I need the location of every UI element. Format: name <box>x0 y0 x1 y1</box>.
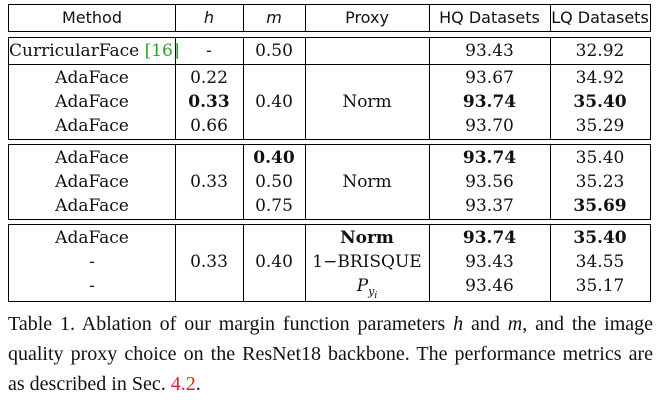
m-cell: 0.40 <box>255 252 293 272</box>
h-cell: 0.33 <box>190 172 228 192</box>
header-proxy: Proxy <box>345 8 389 27</box>
table-row: AdaFace 0.33 0.50 Norm 93.56 35.23 <box>9 170 650 194</box>
method-cell: AdaFace <box>55 172 129 192</box>
proxy-cell: Norm <box>342 172 392 192</box>
header-method: Method <box>61 8 122 27</box>
h-cell: 0.33 <box>188 92 230 112</box>
proxy-cell: Pyi <box>356 276 378 302</box>
method-cell: AdaFace <box>55 68 129 88</box>
header-h: h <box>203 8 215 27</box>
method-cell: AdaFace <box>55 92 129 112</box>
method-cell: CurricularFace [16] <box>9 41 180 61</box>
m-cell: 0.50 <box>255 172 293 192</box>
table-caption: Table 1. Ablation of our margin function… <box>8 313 654 395</box>
hq-cell: 93.70 <box>465 116 514 136</box>
m-cell: 0.50 <box>255 41 293 61</box>
lq-cell: 35.17 <box>575 276 625 296</box>
table-row: AdaFace 0.40 93.74 35.40 <box>9 146 650 170</box>
table-group-h: AdaFace 0.22 93.67 34.92 AdaFace 0.33 0.… <box>8 64 651 140</box>
h-cell: 0.22 <box>190 68 228 88</box>
m-cell: 0.75 <box>255 196 293 216</box>
lq-cell: 34.55 <box>575 252 625 272</box>
hq-cell: 93.74 <box>462 148 517 168</box>
header-lq: LQ Datasets <box>551 8 649 27</box>
lq-cell: 35.23 <box>575 172 625 192</box>
m-cell: 0.40 <box>255 92 293 112</box>
method-cell: - <box>89 276 95 296</box>
method-cell: AdaFace <box>55 228 129 248</box>
method-cell: AdaFace <box>55 148 129 168</box>
lq-cell: 32.92 <box>575 41 625 61</box>
table-group-baseline: CurricularFace [16] - 0.50 93.43 32.92 <box>8 37 651 65</box>
method-cell: AdaFace <box>55 116 129 136</box>
table-row: - 0.33 0.40 1−BRISQUE 93.43 34.55 <box>9 250 650 274</box>
table-row: AdaFace 0.75 93.37 35.69 <box>9 194 650 218</box>
lq-cell: 35.40 <box>575 148 625 168</box>
m-cell: 0.40 <box>253 148 295 168</box>
table-group-m: AdaFace 0.40 93.74 35.40 AdaFace 0.33 0.… <box>8 144 651 220</box>
proxy-cell: Norm <box>340 228 394 248</box>
hq-cell: 93.74 <box>462 92 517 112</box>
table-row: AdaFace 0.22 93.67 34.92 <box>9 66 650 90</box>
table-row: CurricularFace [16] - 0.50 93.43 32.92 <box>9 39 650 63</box>
hq-cell: 93.67 <box>465 68 514 88</box>
lq-cell: 35.40 <box>573 228 627 248</box>
h-cell: 0.66 <box>190 116 228 136</box>
proxy-cell <box>305 39 429 63</box>
table-group-proxy: AdaFace Norm 93.74 35.40 - 0.33 0.40 1−B… <box>8 224 651 302</box>
header-m: m <box>266 8 282 27</box>
table-header: Method h m Proxy HQ Datasets LQ Datasets <box>8 4 651 32</box>
hq-cell: 93.43 <box>465 252 514 272</box>
lq-cell: 34.92 <box>575 68 625 88</box>
table-row: - Pyi 93.46 35.17 <box>9 274 650 302</box>
h-cell: - <box>206 41 212 61</box>
table-row: AdaFace Norm 93.74 35.40 <box>9 226 650 250</box>
header-hq: HQ Datasets <box>439 8 540 27</box>
lq-cell: 35.40 <box>573 92 627 112</box>
lq-cell: 35.29 <box>575 116 625 136</box>
section-ref-link[interactable]: 4.2 <box>170 373 196 395</box>
proxy-cell: 1−BRISQUE <box>312 252 422 272</box>
hq-cell: 93.43 <box>465 41 514 61</box>
hq-cell: 93.46 <box>465 276 514 296</box>
table-row: AdaFace 0.33 0.40 Norm 93.74 35.40 <box>9 90 650 114</box>
proxy-cell: Norm <box>342 92 392 112</box>
hq-cell: 93.74 <box>462 228 517 248</box>
h-cell: 0.33 <box>190 252 228 272</box>
lq-cell: 35.69 <box>573 196 627 216</box>
method-cell: - <box>89 252 95 272</box>
citation-link[interactable]: [16] <box>144 41 180 61</box>
table-row: AdaFace 0.66 93.70 35.29 <box>9 114 650 138</box>
hq-cell: 93.37 <box>465 196 514 216</box>
method-cell: AdaFace <box>55 196 129 216</box>
hq-cell: 93.56 <box>465 172 514 192</box>
